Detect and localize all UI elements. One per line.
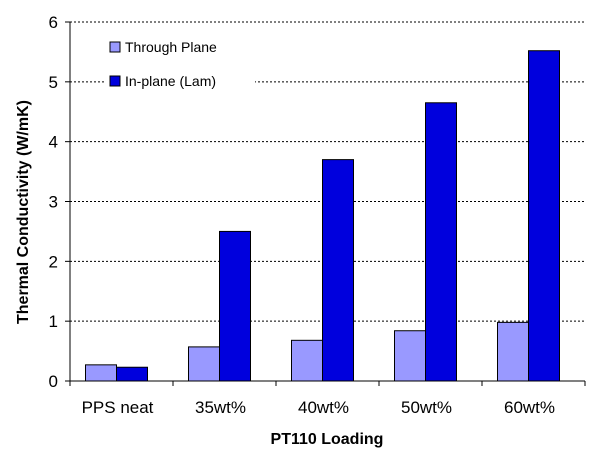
y-tick-label: 3 (49, 193, 58, 212)
x-category-label: 50wt% (401, 398, 452, 417)
y-tick-label: 6 (49, 13, 58, 32)
bar-in-plane (322, 159, 354, 382)
bar-in-plane (116, 366, 148, 382)
y-tick-label: 4 (49, 133, 58, 152)
axes (65, 21, 586, 386)
bar-through-plane (85, 364, 117, 382)
bar-in-plane (219, 230, 251, 382)
y-tick-label: 5 (49, 73, 58, 92)
bar-through-plane (394, 330, 426, 382)
bar-in-plane (528, 50, 560, 382)
x-category-label: 60wt% (504, 398, 555, 417)
legend-bg (105, 33, 255, 95)
legend-label-in-plane: In-plane (Lam) (125, 73, 216, 89)
x-category-label: PPS neat (82, 398, 154, 417)
bars (85, 50, 560, 382)
bar-through-plane (291, 339, 323, 382)
y-tick-label: 2 (49, 252, 58, 271)
y-tick-label: 0 (49, 372, 58, 391)
legend: Through Plane In-plane (Lam) (105, 33, 255, 95)
bar-in-plane (425, 102, 457, 382)
legend-label-through-plane: Through Plane (125, 39, 217, 55)
x-category-labels: PPS neat 35wt% 40wt% 50wt% 60wt% (82, 398, 555, 417)
legend-swatch-through-plane (109, 41, 121, 53)
y-tick-label: 1 (49, 312, 58, 331)
bar-through-plane (497, 321, 529, 382)
x-axis-title: PT110 Loading (271, 431, 384, 448)
y-tick-labels: 0 1 2 3 4 5 6 (49, 13, 58, 391)
y-axis-title: Thermal Conductivity (W/mK) (15, 100, 32, 324)
legend-swatch-in-plane (109, 75, 121, 87)
x-category-label: 35wt% (195, 398, 246, 417)
x-category-label: 40wt% (298, 398, 349, 417)
bar-through-plane (188, 346, 220, 382)
